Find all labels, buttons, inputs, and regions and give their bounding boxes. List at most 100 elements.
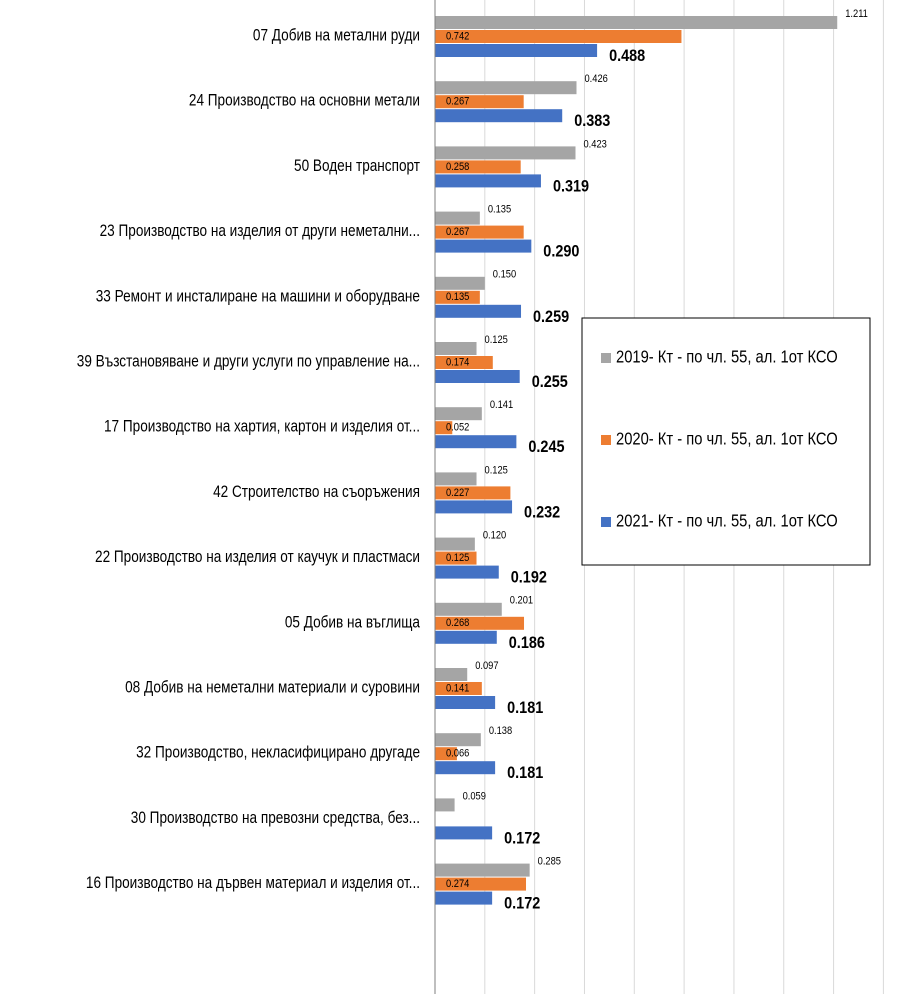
bar — [435, 682, 482, 695]
bar — [435, 225, 524, 239]
category-label: 50 Воден транспорт — [294, 157, 420, 176]
bar — [435, 733, 481, 747]
bar — [435, 160, 521, 174]
bar — [435, 407, 482, 421]
bar — [435, 174, 541, 188]
value-label: 0.383 — [574, 112, 610, 130]
bar — [435, 696, 496, 709]
value-label: 0.066 — [446, 748, 470, 760]
bar — [435, 421, 453, 435]
bar — [435, 342, 477, 355]
legend-label: 2021- Кт - по чл. 55, ал. 1от КСО — [616, 511, 838, 531]
bar — [435, 551, 477, 565]
value-label: 0.742 — [446, 31, 470, 43]
bar — [435, 472, 477, 486]
bar — [435, 537, 475, 551]
category-label: 05 Добив на въглища — [285, 613, 421, 632]
bar — [435, 109, 563, 123]
value-label: 0.274 — [446, 878, 470, 890]
value-label: 0.426 — [584, 73, 608, 85]
bar — [435, 95, 524, 109]
value-label: 0.258 — [446, 161, 470, 173]
bar — [435, 826, 493, 840]
bar — [435, 565, 499, 579]
bar — [435, 146, 576, 160]
bar — [435, 500, 513, 514]
value-label: 0.290 — [543, 243, 579, 261]
bar — [435, 747, 457, 761]
category-label: 33 Ремонт и инсталиране на машини и обор… — [96, 287, 420, 306]
category-label: 39 Възстановяване и други услуги по упра… — [77, 352, 420, 371]
bar — [435, 44, 598, 57]
category-label: 30 Производство на превозни средства, бе… — [131, 809, 420, 828]
legend-swatch — [601, 435, 611, 445]
value-label: 0.267 — [446, 96, 470, 108]
bar — [435, 798, 455, 812]
bar — [435, 276, 485, 290]
category-label: 23 Производство на изделия от други неме… — [100, 222, 420, 241]
bar — [435, 602, 502, 616]
category-labels: 07 Добив на метални руди 24 Производство … — [77, 26, 421, 892]
bar — [435, 239, 532, 253]
value-label: 0.141 — [490, 399, 514, 411]
value-label: 0.125 — [446, 552, 470, 564]
value-label: 0.245 — [528, 438, 564, 456]
category-label: 32 Производство, некласифицирано другаде — [136, 743, 420, 762]
value-label: 0.138 — [489, 725, 513, 737]
category-label: 24 Производство на основни метали — [189, 91, 420, 110]
value-label: 0.135 — [488, 204, 512, 216]
bar — [435, 863, 530, 877]
value-label: 0.059 — [463, 791, 487, 803]
value-label: 0.488 — [609, 47, 645, 65]
value-label: 0.319 — [553, 177, 589, 195]
bar — [435, 81, 577, 95]
value-label: 0.120 — [483, 530, 507, 542]
value-label: 0.268 — [446, 618, 470, 630]
value-label: 0.181 — [507, 764, 543, 782]
category-label: 08 Добив на неметални материали и сурови… — [125, 678, 420, 697]
value-label: 0.174 — [446, 357, 470, 369]
bar — [435, 435, 517, 449]
value-label: 0.097 — [475, 660, 499, 672]
bar — [435, 761, 496, 775]
bar — [435, 356, 493, 369]
bar — [435, 211, 480, 225]
legend-swatch — [601, 517, 611, 527]
bar — [435, 891, 493, 905]
bar — [435, 616, 525, 630]
category-label: 22 Производство на изделия от каучук и п… — [95, 548, 420, 567]
value-label: 0.259 — [533, 308, 569, 326]
value-label: 0.181 — [507, 699, 543, 717]
bar — [435, 30, 682, 43]
category-label: 17 Производство на хартия, картон и изде… — [104, 417, 420, 436]
value-label: 0.192 — [511, 569, 547, 587]
category-label: 42 Строителство на съоръжения — [213, 483, 420, 502]
bar — [435, 877, 527, 891]
value-label: 0.052 — [446, 422, 470, 434]
value-label: 0.201 — [510, 595, 534, 607]
value-label: 0.141 — [446, 683, 470, 695]
value-label: 0.267 — [446, 226, 470, 238]
value-label: 0.125 — [485, 334, 509, 346]
bar — [435, 668, 468, 681]
category-label: 16 Производство на дървен материал и изд… — [86, 874, 420, 893]
legend-texts: 2019- Кт - по чл. 55, ал. 1от КСО 2020- К… — [616, 347, 838, 531]
value-label: 0.125 — [485, 465, 509, 477]
bar — [435, 16, 838, 29]
value-label: 0.172 — [504, 829, 540, 847]
category-label: 07 Добив на метални руди — [253, 26, 420, 45]
bar — [435, 370, 520, 383]
value-label: 0.227 — [446, 487, 470, 499]
value-label: 1.211 — [845, 8, 868, 20]
value-label: 0.255 — [532, 373, 568, 391]
legend-label: 2019- Кт - по чл. 55, ал. 1от КСО — [616, 347, 838, 367]
legend-box — [581, 317, 871, 566]
value-label: 0.285 — [538, 856, 562, 868]
bar — [435, 486, 511, 500]
value-label: 0.423 — [583, 139, 607, 151]
value-label: 0.135 — [446, 292, 470, 304]
value-label: 0.172 — [504, 895, 540, 913]
value-label: 0.150 — [493, 269, 517, 281]
bar — [435, 304, 522, 318]
